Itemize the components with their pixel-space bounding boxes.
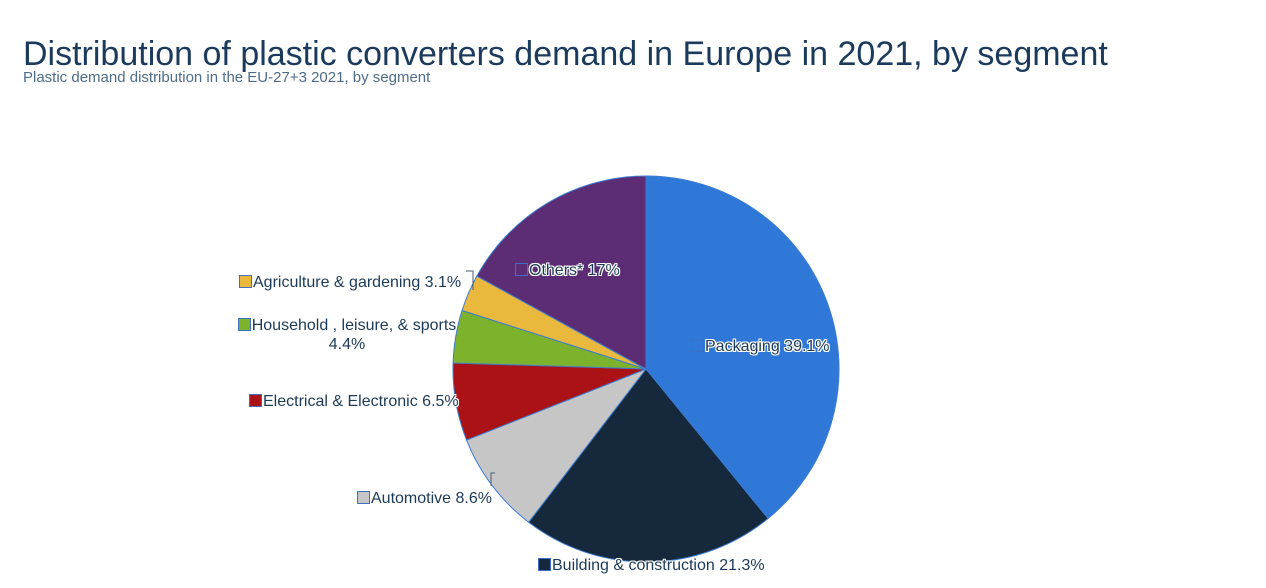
pie-slice-packaging[interactable] <box>645 175 840 519</box>
slice-label-text: Packaging 39.1% <box>705 338 830 355</box>
slice-label-packaging: Packaging 39.1% <box>691 337 830 356</box>
page-title: Distribution of plastic converters deman… <box>23 34 1108 73</box>
slice-label-automotive: Automotive 8.6% <box>357 489 492 508</box>
slice-label-electrical: Electrical & Electronic 6.5% <box>249 392 459 411</box>
slice-label-text: Agriculture & gardening 3.1% <box>253 274 462 291</box>
agriculture-marker-icon <box>239 275 252 288</box>
household-marker-icon <box>237 318 251 331</box>
slice-label-agriculture: Agriculture & gardening 3.1% <box>239 273 461 292</box>
others-marker-icon <box>515 263 528 276</box>
slice-label-text: Household , leisure, & sports <box>251 317 457 334</box>
slice-label-text: Automotive 8.6% <box>371 490 492 507</box>
automotive-marker-icon <box>357 491 370 504</box>
chart-subtitle: Plastic demand distribution in the EU-27… <box>23 69 431 86</box>
label-connector <box>466 270 474 290</box>
pie-slice-building-construction[interactable] <box>528 368 769 563</box>
slice-label-text: Building & construction 21.3% <box>552 557 765 574</box>
electrical-marker-icon <box>249 394 262 407</box>
slice-label-household: Household , leisure, & sports 4.4% <box>233 316 461 354</box>
label-connector <box>490 472 495 486</box>
slice-label-others: Others* 17% <box>515 261 620 280</box>
packaging-marker-icon <box>691 339 704 352</box>
slice-label-line1: Household , leisure, & sports <box>233 316 461 335</box>
slice-label-text: Electrical & Electronic 6.5% <box>263 393 459 410</box>
pie-slice-automotive[interactable] <box>466 368 647 523</box>
slice-label-line2: 4.4% <box>328 336 366 353</box>
pie-slice-others[interactable] <box>476 175 647 370</box>
slice-label-text: Others* 17% <box>529 262 620 279</box>
slice-label-building: Building & construction 21.3% <box>538 556 765 575</box>
building-marker-icon <box>538 558 551 571</box>
